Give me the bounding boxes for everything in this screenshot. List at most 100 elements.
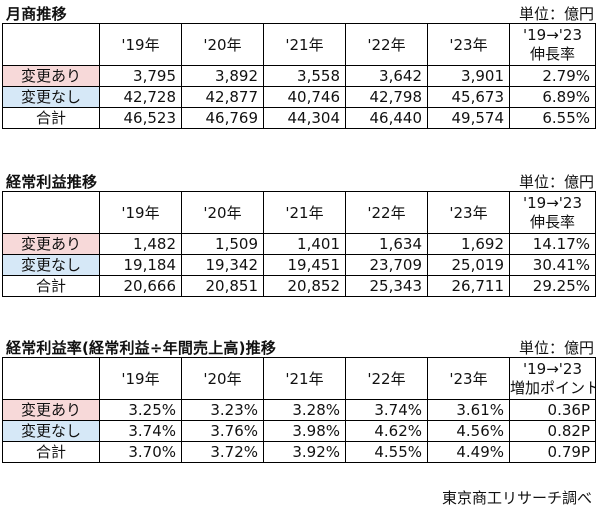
value-cell: 42,798 (345, 86, 428, 108)
growth-cell: 6.55% (509, 107, 596, 129)
value-cell: 1,509 (181, 233, 264, 255)
value-cell: 3,892 (181, 65, 264, 87)
value-cell: 3.76% (181, 420, 264, 442)
value-cell: 25,019 (427, 254, 510, 276)
year-header: '20年 (181, 357, 264, 400)
row-label: 変更なし (2, 86, 100, 108)
unit-label: 単位：億円 (518, 339, 594, 357)
value-cell: 3,901 (427, 65, 510, 87)
table-row: 変更なし 19,184 19,342 19,451 23,709 25,019 … (2, 254, 596, 276)
value-cell: 1,401 (263, 233, 346, 255)
table-row: 合計 3.70% 3.72% 3.92% 4.55% 4.49% 0.79P (2, 441, 596, 463)
growth-header-metric: 増加ポイント (510, 378, 596, 397)
section-title: 経常利益率(経常利益÷年間売上高)推移 (6, 339, 277, 357)
table-row: 合計 20,666 20,851 20,852 25,343 26,711 29… (2, 275, 596, 297)
growth-cell: 29.25% (509, 275, 596, 297)
source-note: 東京商工リサーチ調べ (441, 489, 592, 507)
value-cell: 3.23% (181, 399, 264, 421)
value-cell: 46,440 (345, 107, 428, 129)
ordinary-profit-table: '19年 '20年 '21年 '22年 '23年 '19→'23 伸長率 変更あ… (2, 191, 596, 297)
value-cell: 4.62% (345, 420, 428, 442)
value-cell: 25,343 (345, 275, 428, 297)
year-header: '23年 (427, 23, 510, 66)
value-cell: 3.28% (263, 399, 346, 421)
growth-cell: 30.41% (509, 254, 596, 276)
value-cell: 20,852 (263, 275, 346, 297)
value-cell: 20,851 (181, 275, 264, 297)
value-cell: 42,728 (99, 86, 182, 108)
year-header: '22年 (345, 191, 428, 234)
table-row: 変更あり 3.25% 3.23% 3.28% 3.74% 3.61% 0.36P (2, 399, 596, 421)
value-cell: 19,184 (99, 254, 182, 276)
corner-cell (2, 23, 100, 66)
year-header: '21年 (263, 357, 346, 400)
value-cell: 46,523 (99, 107, 182, 129)
value-cell: 4.49% (427, 441, 510, 463)
growth-header-metric: 伸長率 (529, 44, 575, 63)
value-cell: 1,482 (99, 233, 182, 255)
value-cell: 45,673 (427, 86, 510, 108)
ordinary-profit-section: 経常利益推移 単位：億円 '19年 '20年 '21年 '22年 '23年 '1… (0, 170, 600, 297)
row-label: 変更あり (2, 65, 100, 87)
year-header: '20年 (181, 23, 264, 66)
year-header: '21年 (263, 191, 346, 234)
section-title: 経常利益推移 (6, 173, 98, 191)
value-cell: 40,746 (263, 86, 346, 108)
monthly-sales-section: 月商推移 単位：億円 '19年 '20年 '21年 '22年 '23年 '19→… (0, 2, 600, 129)
growth-cell: 0.79P (509, 441, 596, 463)
year-header: '20年 (181, 191, 264, 234)
value-cell: 3,642 (345, 65, 428, 87)
row-label: 変更あり (2, 399, 100, 421)
growth-header-period: '19→'23 (523, 193, 582, 212)
year-header: '19年 (99, 357, 182, 400)
table-row: 変更あり 1,482 1,509 1,401 1,634 1,692 14.17… (2, 233, 596, 255)
corner-cell (2, 191, 100, 234)
growth-cell: 2.79% (509, 65, 596, 87)
growth-cell: 14.17% (509, 233, 596, 255)
value-cell: 4.55% (345, 441, 428, 463)
growth-cell: 0.82P (509, 420, 596, 442)
profit-margin-section: 経常利益率(経常利益÷年間売上高)推移 単位：億円 '19年 '20年 '21年… (0, 336, 600, 463)
growth-header-period: '19→'23 (523, 25, 582, 44)
value-cell: 46,769 (181, 107, 264, 129)
unit-label: 単位：億円 (518, 173, 594, 191)
unit-label: 単位：億円 (518, 5, 594, 23)
growth-header-metric: 伸長率 (529, 212, 575, 231)
row-label: 変更あり (2, 233, 100, 255)
value-cell: 20,666 (99, 275, 182, 297)
growth-cell: 6.89% (509, 86, 596, 108)
value-cell: 1,634 (345, 233, 428, 255)
value-cell: 23,709 (345, 254, 428, 276)
value-cell: 4.56% (427, 420, 510, 442)
value-cell: 49,574 (427, 107, 510, 129)
row-label: 合計 (2, 107, 100, 129)
year-header: '23年 (427, 191, 510, 234)
row-label: 合計 (2, 275, 100, 297)
growth-header: '19→'23 伸長率 (509, 191, 596, 234)
value-cell: 1,692 (427, 233, 510, 255)
value-cell: 42,877 (181, 86, 264, 108)
growth-header: '19→'23 増加ポイント (509, 357, 596, 400)
corner-cell (2, 357, 100, 400)
value-cell: 3.98% (263, 420, 346, 442)
year-header: '19年 (99, 191, 182, 234)
row-label: 変更なし (2, 254, 100, 276)
value-cell: 3.74% (99, 420, 182, 442)
value-cell: 44,304 (263, 107, 346, 129)
year-header: '19年 (99, 23, 182, 66)
growth-cell: 0.36P (509, 399, 596, 421)
year-header: '23年 (427, 357, 510, 400)
monthly-sales-table: '19年 '20年 '21年 '22年 '23年 '19→'23 伸長率 変更あ… (2, 23, 596, 129)
value-cell: 19,342 (181, 254, 264, 276)
section-title: 月商推移 (6, 5, 67, 23)
value-cell: 3.74% (345, 399, 428, 421)
table-row: 変更なし 42,728 42,877 40,746 42,798 45,673 … (2, 86, 596, 108)
growth-header: '19→'23 伸長率 (509, 23, 596, 66)
value-cell: 19,451 (263, 254, 346, 276)
value-cell: 3,558 (263, 65, 346, 87)
year-header: '21年 (263, 23, 346, 66)
row-label: 変更なし (2, 420, 100, 442)
year-header: '22年 (345, 357, 428, 400)
value-cell: 3,795 (99, 65, 182, 87)
value-cell: 3.61% (427, 399, 510, 421)
